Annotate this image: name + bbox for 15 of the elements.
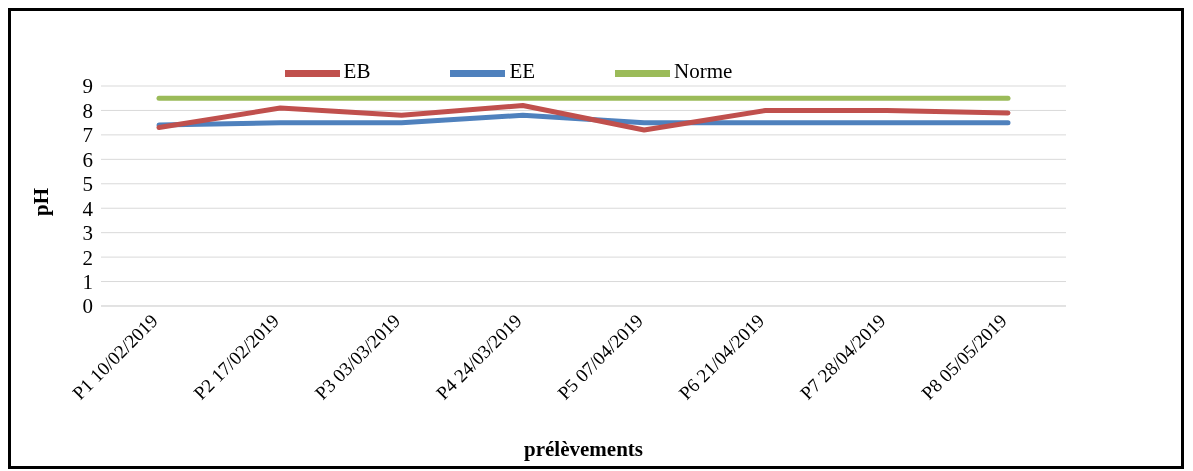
y-tick-label: 3 bbox=[82, 221, 93, 246]
x-axis-title: prélèvements bbox=[524, 437, 643, 461]
y-tick-label: 7 bbox=[82, 123, 93, 148]
y-tick-label: 8 bbox=[82, 98, 93, 123]
y-tick-label: 9 bbox=[82, 74, 93, 99]
y-tick-label: 6 bbox=[82, 147, 93, 172]
y-tick-label: 5 bbox=[82, 172, 93, 197]
legend-label: EE bbox=[509, 59, 536, 84]
y-tick-label: 1 bbox=[82, 270, 93, 295]
y-tick-label: 2 bbox=[82, 245, 93, 270]
legend-label: Norme bbox=[674, 59, 733, 84]
legend-label: EB bbox=[343, 59, 371, 84]
y-tick-label: 4 bbox=[82, 196, 94, 221]
y-tick-label: 0 bbox=[82, 294, 93, 319]
y-axis-title: pH bbox=[29, 187, 54, 216]
